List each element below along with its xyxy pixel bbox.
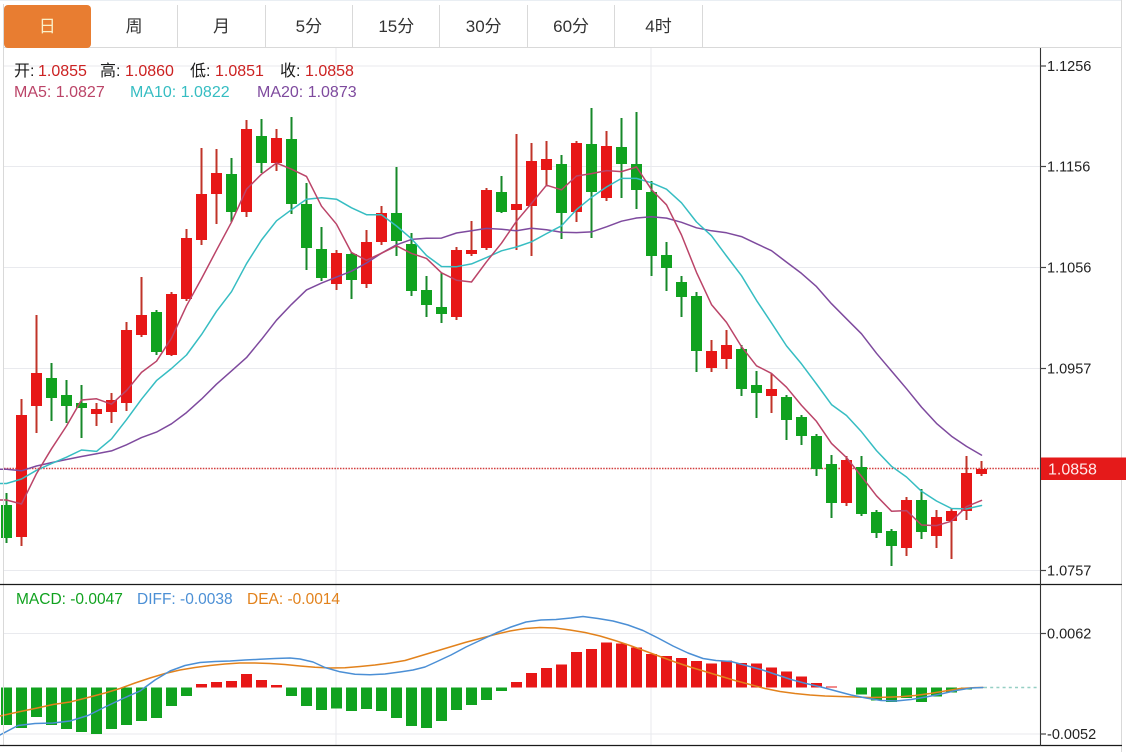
svg-text:MA20: 1.0873: MA20: 1.0873 [257,84,357,101]
svg-text:1.0957: 1.0957 [1047,362,1091,378]
svg-text:MACD: -0.0047: MACD: -0.0047 [16,591,123,608]
svg-text:MA5: 1.0827: MA5: 1.0827 [14,84,105,101]
svg-text:高:: 高: [100,62,120,80]
svg-text:收:: 收: [280,62,300,80]
svg-text:1.0855: 1.0855 [38,63,87,80]
svg-text:MA10: 1.0822: MA10: 1.0822 [130,84,230,101]
svg-text:1.0858: 1.0858 [305,63,354,80]
svg-text:1.0858: 1.0858 [1048,462,1097,479]
svg-text:低:: 低: [190,62,210,80]
svg-text:1.0851: 1.0851 [215,63,264,80]
svg-text:1.0860: 1.0860 [125,63,174,80]
svg-text:1.1056: 1.1056 [1047,261,1091,277]
svg-text:DIFF: -0.0038: DIFF: -0.0038 [137,591,233,608]
svg-text:0.0062: 0.0062 [1047,627,1091,643]
svg-text:1.1156: 1.1156 [1047,160,1090,176]
svg-text:1.0757: 1.0757 [1047,564,1091,580]
svg-text:1.1256: 1.1256 [1047,59,1091,75]
svg-text:-0.0052: -0.0052 [1047,727,1096,743]
svg-text:DEA: -0.0014: DEA: -0.0014 [247,591,340,608]
svg-text:开:: 开: [14,63,34,80]
